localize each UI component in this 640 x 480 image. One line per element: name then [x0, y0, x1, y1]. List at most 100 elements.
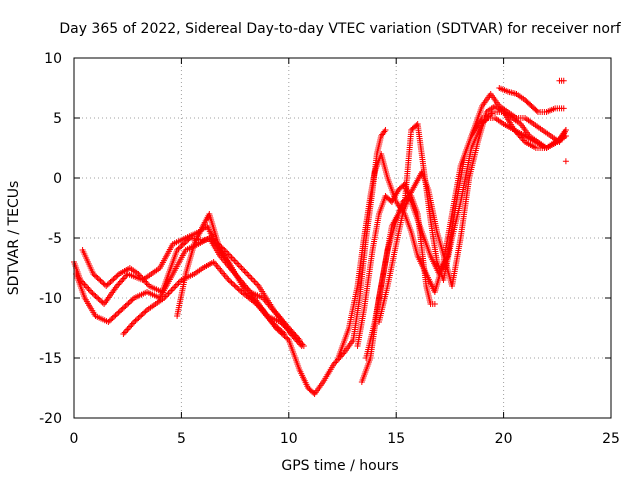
data-point — [225, 277, 232, 283]
data-point — [89, 290, 96, 297]
data-point — [281, 331, 288, 337]
x-tick-label: 25 — [602, 431, 620, 447]
axis-ticks: 0 5 10 15 20 25 -20 -15 -10 -5 0 5 10 — [39, 51, 620, 447]
data-point — [96, 276, 103, 283]
x-tick-label: 20 — [495, 431, 513, 447]
data-point — [228, 279, 235, 286]
data-point — [382, 127, 389, 133]
data-point — [219, 245, 226, 252]
series-trace-13 — [562, 158, 569, 165]
data-point — [116, 308, 123, 315]
data-point — [108, 277, 115, 284]
data-point — [111, 313, 118, 320]
data-point — [115, 309, 122, 316]
data-point — [105, 319, 112, 325]
data-point — [104, 281, 111, 288]
y-tick-label: -10 — [39, 291, 62, 307]
data-point — [93, 294, 100, 301]
data-point — [134, 316, 141, 323]
data-point — [232, 283, 239, 290]
data-point — [234, 285, 241, 291]
data-point — [118, 307, 125, 313]
data-point — [277, 327, 284, 333]
data-point — [142, 308, 149, 315]
data-point — [274, 324, 281, 331]
data-point — [562, 127, 569, 133]
data-point — [135, 315, 142, 321]
data-point — [179, 241, 186, 248]
data-point — [93, 273, 100, 280]
x-tick-label: 0 — [70, 431, 79, 447]
data-point — [106, 317, 113, 324]
data-point — [431, 301, 438, 307]
data-point — [298, 343, 305, 349]
data-point — [98, 298, 105, 305]
data-point — [128, 297, 135, 304]
data-point — [139, 311, 146, 317]
data-point — [278, 328, 285, 335]
data-point — [562, 158, 569, 165]
data-point — [175, 245, 182, 252]
data-point — [122, 303, 129, 309]
data-point — [97, 277, 104, 284]
x-tick-label: 5 — [177, 431, 186, 447]
y-tick-label: -20 — [39, 411, 62, 427]
data-point — [174, 247, 181, 253]
series-trace-5 — [174, 211, 305, 349]
data-point — [185, 236, 192, 243]
data-point — [112, 312, 119, 319]
data-point — [111, 275, 118, 281]
data-point — [108, 316, 115, 323]
data-point — [88, 289, 95, 295]
data-point — [231, 282, 238, 289]
data-point — [560, 77, 567, 84]
data-point — [91, 272, 98, 279]
data-point — [176, 244, 183, 251]
data-point — [113, 311, 120, 317]
data-point — [126, 299, 133, 305]
data-point — [227, 278, 234, 285]
data-point — [284, 335, 291, 342]
data-point — [110, 276, 117, 283]
data-point — [182, 239, 189, 245]
data-point — [270, 320, 277, 327]
data-point — [560, 105, 567, 112]
data-point — [237, 287, 244, 294]
data-point — [268, 319, 275, 325]
data-point — [96, 297, 103, 303]
data-point — [129, 296, 136, 303]
y-tick-label: 10 — [44, 51, 62, 67]
data-point — [132, 317, 139, 324]
series-trace-9 — [363, 109, 569, 361]
data-point — [136, 313, 143, 320]
data-point — [178, 243, 185, 249]
data-series — [71, 77, 569, 397]
data-point — [92, 293, 99, 299]
y-tick-label: 5 — [53, 111, 62, 127]
data-point — [184, 237, 191, 244]
data-point — [109, 315, 116, 321]
series-trace-10 — [376, 193, 438, 325]
data-point — [107, 279, 114, 285]
data-point — [106, 280, 113, 287]
data-point — [95, 295, 102, 302]
data-point — [91, 291, 98, 298]
series-trace-4 — [120, 259, 288, 337]
data-point — [119, 305, 126, 312]
data-point — [90, 271, 97, 277]
data-point — [121, 304, 128, 311]
data-point — [123, 301, 130, 308]
data-point — [103, 283, 110, 289]
data-point — [275, 325, 282, 332]
y-tick-label: -5 — [48, 231, 62, 247]
data-point — [271, 321, 278, 328]
data-point — [141, 309, 148, 316]
data-point — [100, 280, 107, 287]
data-point — [235, 286, 242, 293]
data-point — [94, 275, 101, 281]
data-point — [131, 319, 138, 325]
data-point — [98, 279, 105, 285]
data-point — [272, 323, 279, 329]
y-axis-label: SDTVAR / TECUs — [6, 181, 22, 296]
